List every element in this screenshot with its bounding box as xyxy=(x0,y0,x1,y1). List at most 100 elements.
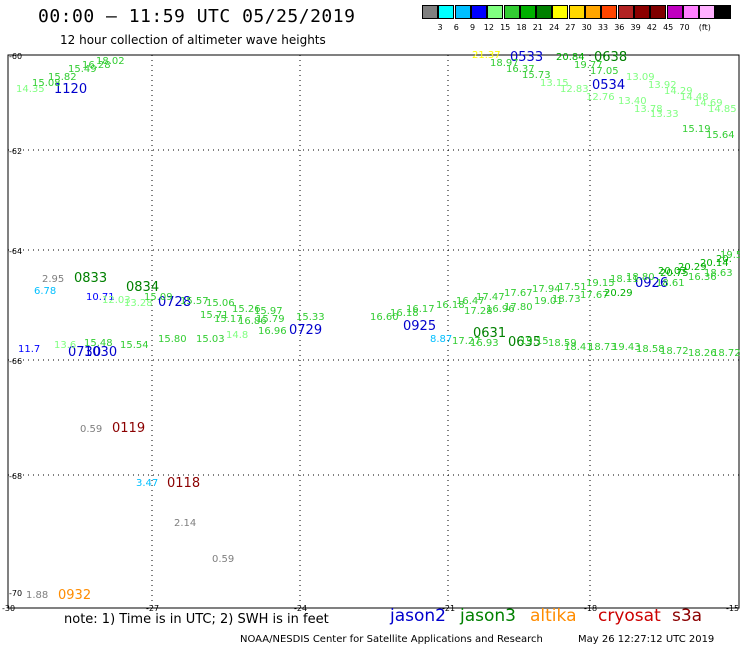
wave-height-value: 6.78 xyxy=(34,286,56,297)
wave-height-value: 20. xyxy=(716,254,732,265)
map-title: 00:00 – 11:59 UTC 05/25/2019 xyxy=(38,6,356,27)
wave-height-value: 15.26 xyxy=(232,304,261,315)
wave-height-value: 13.33 xyxy=(650,109,679,120)
wave-height-value: 3.47 xyxy=(136,478,158,489)
wave-height-value: 17.27 xyxy=(452,336,481,347)
scale-swatch xyxy=(487,5,504,19)
wave-height-value: 0.59 xyxy=(80,424,102,435)
footer-credit: NOAA/NESDIS Center for Satellite Applica… xyxy=(240,634,543,645)
scale-swatch xyxy=(519,5,536,19)
wave-height-value: 0.59 xyxy=(212,554,234,565)
pass-time-label: 0533 xyxy=(510,50,543,65)
scale-label: 15 xyxy=(500,23,511,32)
wave-height-value: 17.67 xyxy=(504,288,533,299)
wave-height-value: 15.03 xyxy=(196,334,225,345)
wave-height-value: 15.80 xyxy=(158,334,187,345)
lon-tick-label: -18 xyxy=(584,604,597,613)
pass-time-label: 0932 xyxy=(58,588,91,603)
pass-time-label: 0834 xyxy=(126,280,159,295)
wave-height-value: 8.87 xyxy=(430,334,452,345)
wave-height-value: 18.72 xyxy=(660,346,689,357)
wave-height-value: 16.96 xyxy=(486,304,515,315)
pass-time-label: 0926 xyxy=(635,276,668,291)
wave-height-value: 13.92 xyxy=(648,80,677,91)
scale-swatch xyxy=(422,5,438,19)
map-frame xyxy=(7,54,740,609)
wave-height-value: 14.35 xyxy=(16,84,45,95)
scale-label: 36 xyxy=(614,23,625,32)
map-subtitle: 12 hour collection of altimeter wave hei… xyxy=(60,33,326,47)
pass-time-label: 0638 xyxy=(594,50,627,65)
wave-height-value: 15.08 xyxy=(32,78,61,89)
wave-height-value: 15.54 xyxy=(120,340,149,351)
wave-height-value: 15.09 xyxy=(144,292,173,303)
pass-time-label: 0925 xyxy=(403,319,436,334)
scale-swatch xyxy=(617,5,634,19)
wave-height-value: 15.97 xyxy=(254,306,283,317)
wave-height-value: 19.77 xyxy=(574,60,603,71)
wave-height-value: 17.94 xyxy=(532,284,561,295)
lat-tick-label: -68 xyxy=(9,472,22,481)
pass-time-label: 1030 xyxy=(84,345,117,360)
wave-height-value: 20.03 xyxy=(658,266,687,277)
wave-height-value: 18.58 xyxy=(636,344,665,355)
lat-tick-label: -66 xyxy=(9,357,22,366)
pass-time-label: 0730 xyxy=(68,345,101,360)
wave-height-value: 14.69 xyxy=(694,98,723,109)
wave-height-value: 10.71 xyxy=(86,292,115,303)
scale-swatch xyxy=(585,5,601,19)
wave-height-value: 18.41 xyxy=(564,342,593,353)
scale-swatch xyxy=(715,5,732,19)
footer-note: note: 1) Time is in UTC; 2) SWH is in fe… xyxy=(64,612,329,627)
scale-label: 33 xyxy=(597,23,609,32)
scale-label: 6 xyxy=(453,23,459,32)
legend-jason2: jason2 xyxy=(390,606,446,626)
pass-time-label: 1120 xyxy=(54,82,87,97)
wave-height-value: 15.57 xyxy=(180,296,209,307)
wave-height-value: 18.11 xyxy=(610,274,639,285)
wave-height-value: 15.79 xyxy=(256,314,285,325)
wave-height-value: 16.37 xyxy=(506,64,535,75)
wave-height-value: 16.28 xyxy=(82,60,111,71)
scale-swatch xyxy=(601,5,618,19)
scale-swatch xyxy=(650,5,667,19)
scale-label: 12 xyxy=(483,23,494,32)
wave-height-value: 15.49 xyxy=(68,64,97,75)
pass-time-label: 0119 xyxy=(112,421,145,436)
legend-s3a: s3a xyxy=(672,606,703,626)
legend-cryosat: cryosat xyxy=(598,606,661,626)
wave-height-value: 16.60 xyxy=(370,312,399,323)
scale-label: 27 xyxy=(565,23,576,32)
legend-altika: altika xyxy=(530,606,577,626)
wave-height-value: 15.64 xyxy=(706,130,735,141)
legend-jason3: jason3 xyxy=(460,606,516,626)
wave-height-value: 17.05 xyxy=(590,66,619,77)
wave-height-value: 14.48 xyxy=(680,92,709,103)
wave-height-value: 15.06 xyxy=(206,298,235,309)
wave-height-value: 15.73 xyxy=(522,70,551,81)
wave-height-value: 13.09 xyxy=(626,72,655,83)
wave-height-value: 16.96 xyxy=(258,326,287,337)
scale-label: 3 xyxy=(437,23,443,32)
lat-tick-label: -64 xyxy=(9,247,22,256)
wave-height-value: 18.73 xyxy=(552,294,581,305)
scale-label: 39 xyxy=(630,23,641,32)
pass-time-label: 0118 xyxy=(167,476,200,491)
scale-swatch xyxy=(470,5,487,19)
wave-height-value: 17.80 xyxy=(504,302,533,313)
scale-swatch xyxy=(633,5,650,19)
scale-label: (ft) xyxy=(698,23,711,32)
wave-height-value: 20.29 xyxy=(678,262,707,273)
wave-height-value: 15.48 xyxy=(84,338,113,349)
lon-tick-label: -24 xyxy=(294,604,307,613)
scale-label: 70 xyxy=(679,23,690,32)
pass-time-label: 0534 xyxy=(592,78,625,93)
wave-height-value: 16.36 xyxy=(688,272,717,283)
wave-height-value: 20.84 xyxy=(556,52,585,63)
footer-timestamp: May 26 12:27:12 UTC 2019 xyxy=(578,634,715,645)
scale-swatch xyxy=(438,5,455,19)
wave-height-value: 16.18 xyxy=(390,308,419,319)
scale-label: 9 xyxy=(470,23,476,32)
scale-label: 21 xyxy=(532,23,543,32)
